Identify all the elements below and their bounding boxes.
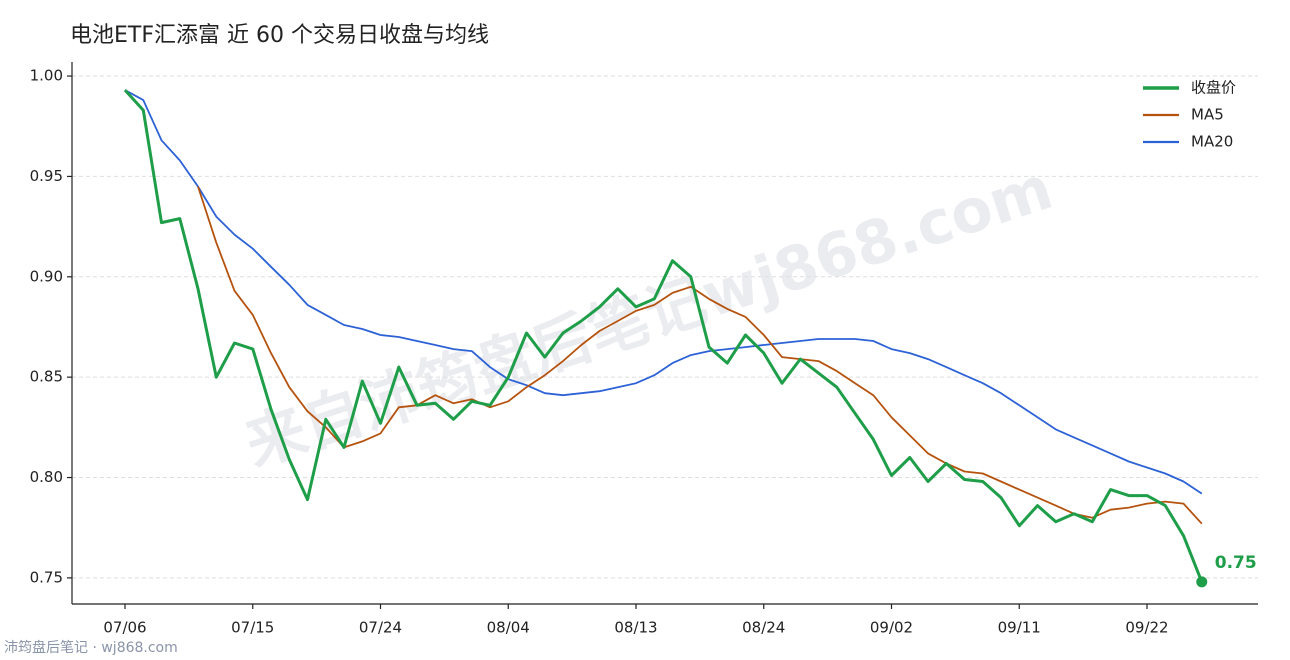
x-tick-label: 08/04 xyxy=(487,619,530,637)
x-tick-label: 08/13 xyxy=(614,619,657,637)
x-tick-label: 07/15 xyxy=(231,619,274,637)
series-line xyxy=(123,89,1204,583)
x-tick-label: 07/06 xyxy=(103,619,146,637)
x-tick-label: 09/02 xyxy=(870,619,913,637)
y-tick-label: 0.95 xyxy=(30,167,63,185)
legend-label: MA5 xyxy=(1191,106,1224,124)
footer: 沛筠盘后笔记 · wj868.com xyxy=(4,639,178,656)
legend-label: MA20 xyxy=(1191,133,1233,151)
y-tick-label: 0.90 xyxy=(30,267,63,285)
x-tick-label: 09/11 xyxy=(998,619,1041,637)
y-tick-label: 0.80 xyxy=(30,468,63,486)
series-line xyxy=(124,89,1203,495)
series-line xyxy=(197,186,1203,525)
watermark: 来自沛筠盘后笔记wj868.com xyxy=(237,153,1061,480)
y-tick-label: 1.00 xyxy=(30,67,63,85)
y-tick-label: 0.75 xyxy=(30,568,63,586)
y-tick-label: 0.85 xyxy=(30,368,63,386)
legend-label: 收盘价 xyxy=(1191,79,1236,97)
x-tick-label: 09/22 xyxy=(1125,619,1168,637)
value-label: 0.75 xyxy=(1215,553,1257,573)
end-point xyxy=(1196,576,1208,588)
x-tick-label: 08/24 xyxy=(742,619,785,637)
chart-title: 电池ETF汇添富 近 60 个交易日收盘与均线 xyxy=(70,23,489,48)
x-tick-label: 07/24 xyxy=(359,619,402,637)
